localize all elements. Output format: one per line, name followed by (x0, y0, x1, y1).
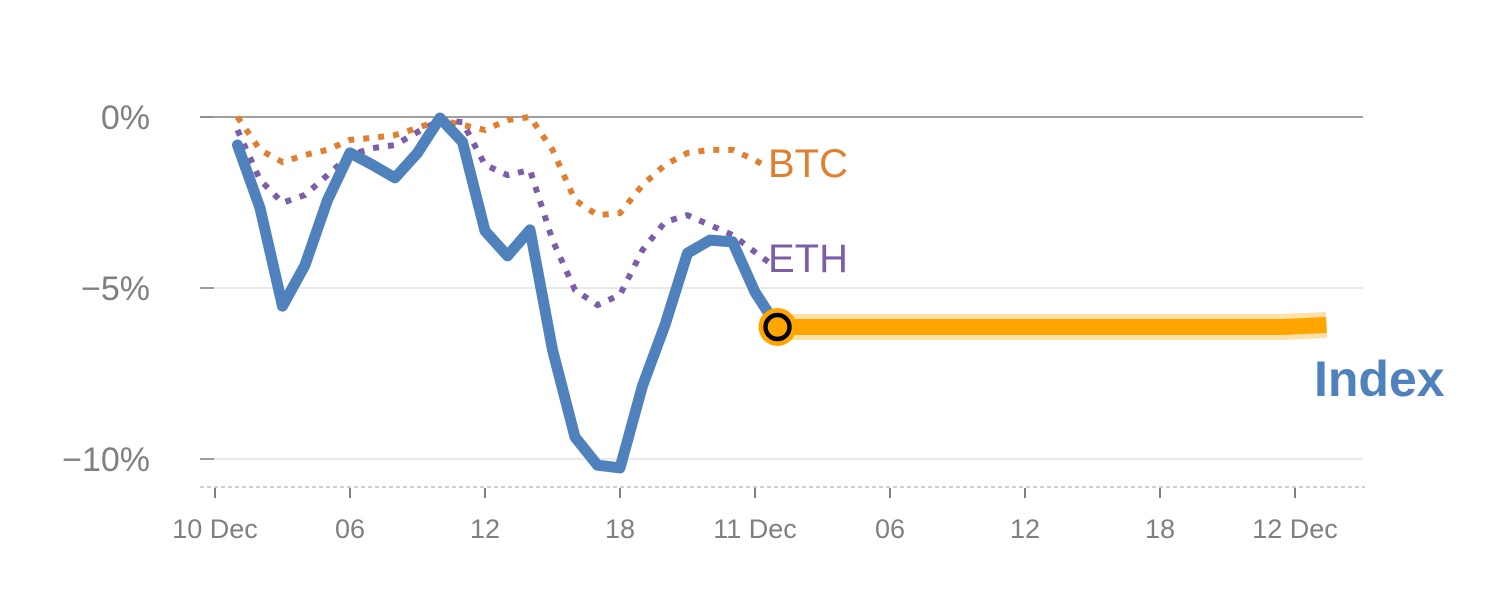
x-axis: 10 Dec 06 12 18 11 Dec 06 12 18 12 Dec (172, 486, 1365, 544)
series-lines (232, 112, 1328, 474)
eth-line (234, 117, 771, 309)
y-axis: 0% −5% −10% (62, 99, 214, 479)
x-tick-label: 10 Dec (172, 514, 258, 544)
eth-label: ETH (768, 237, 848, 281)
x-tick-label: 12 (1010, 514, 1040, 544)
index-line (232, 112, 783, 474)
index-label: Index (1314, 351, 1445, 407)
btc-label: BTC (768, 142, 848, 186)
y-tick-label: −5% (81, 270, 150, 308)
x-tick-label: 06 (335, 514, 365, 544)
x-tick-label: 12 (470, 514, 500, 544)
x-tick-label: 11 Dec (713, 514, 797, 544)
x-tick-label: 18 (1145, 514, 1175, 544)
x-tick-label: 06 (875, 514, 905, 544)
y-tick-label: −10% (62, 441, 150, 479)
current-point-marker (763, 312, 792, 342)
x-tick-label: 18 (605, 514, 635, 544)
x-tick-label: 12 Dec (1252, 514, 1338, 544)
gridlines (200, 116, 1363, 460)
index-projection-line (777, 316, 1327, 335)
btc-line (235, 114, 771, 219)
y-tick-label: 0% (101, 99, 150, 137)
